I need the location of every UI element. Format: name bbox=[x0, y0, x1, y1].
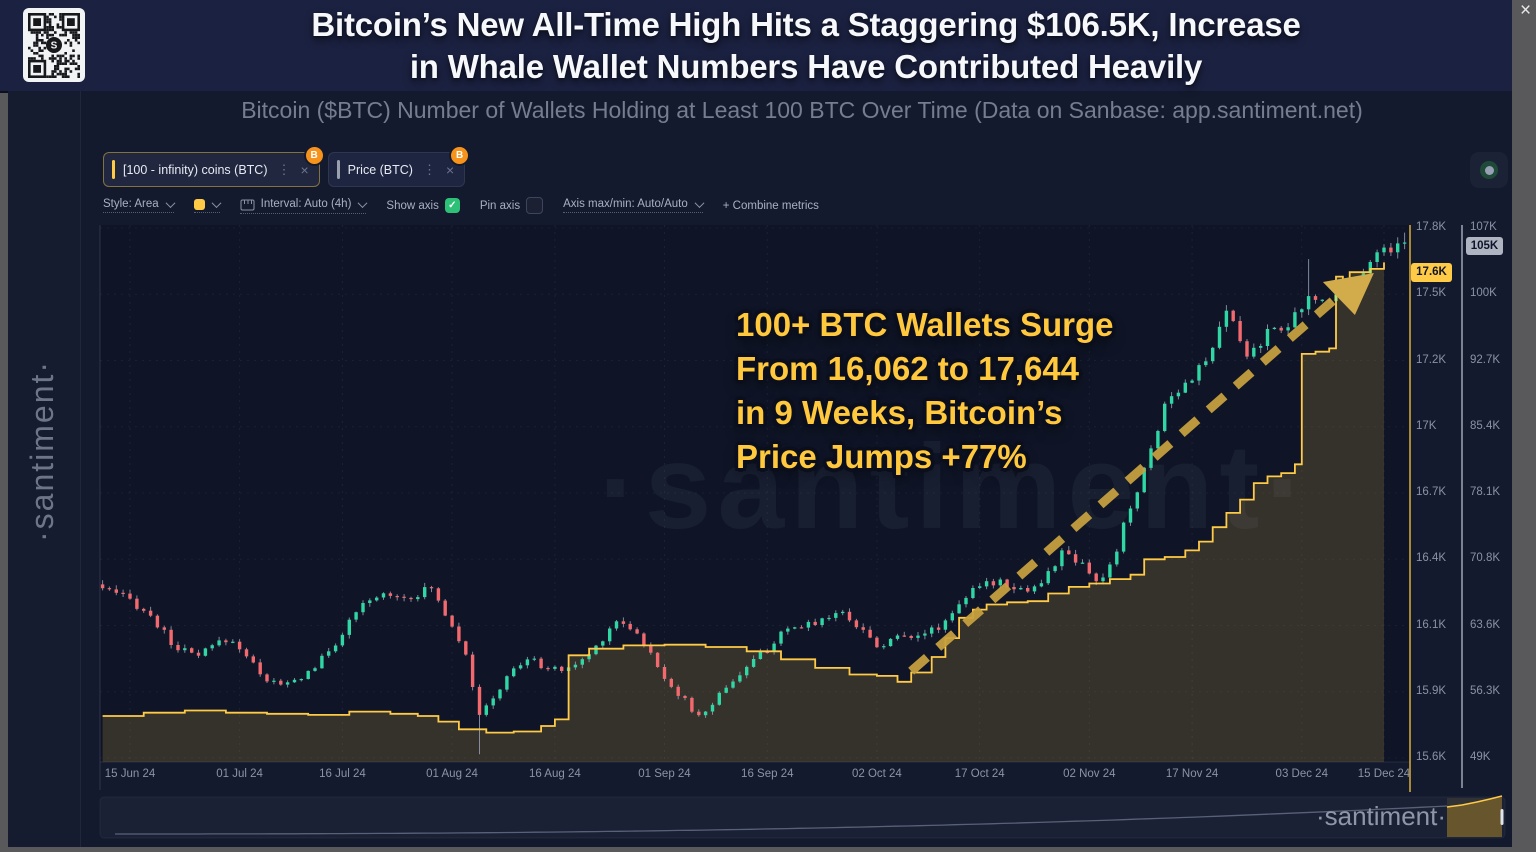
kebab-menu-icon[interactable]: ⋮ bbox=[277, 161, 291, 177]
axis-maxmin-label: Axis max/min: Auto/Auto bbox=[563, 198, 688, 210]
date-tick-label: 15 Jun 24 bbox=[104, 768, 156, 780]
date-tick-label: 02 Nov 24 bbox=[1063, 768, 1116, 780]
chevron-down-icon bbox=[357, 197, 368, 208]
show-axis-label: Show axis bbox=[386, 199, 439, 212]
page-title: Bitcoin’s New All-Time High Hits a Stagg… bbox=[106, 4, 1506, 88]
kebab-menu-icon[interactable]: ⋮ bbox=[422, 161, 436, 177]
headline-line-2: in Whale Wallet Numbers Have Contributed… bbox=[409, 48, 1203, 85]
annotation-line: From 16,062 to 17,644 bbox=[736, 350, 1080, 387]
left-rail bbox=[8, 91, 81, 847]
record-ring-icon bbox=[1480, 161, 1498, 179]
wallet-tick-label: 17.8K bbox=[1416, 221, 1447, 233]
btc-badge-icon: B bbox=[303, 145, 325, 166]
chevron-down-icon bbox=[165, 197, 176, 208]
annotation-line: Price Jumps +77% bbox=[736, 438, 1027, 475]
wallet-tick-label: 17K bbox=[1416, 419, 1437, 432]
show-axis-checkbox[interactable]: ✓ bbox=[444, 198, 460, 213]
annotation-line: in 9 Weeks, Bitcoin’s bbox=[736, 394, 1063, 431]
price-tick-label: 63.6K bbox=[1470, 618, 1501, 631]
metric-accent-bar bbox=[336, 160, 340, 179]
chevron-down-icon bbox=[694, 197, 705, 208]
close-icon[interactable]: × bbox=[1519, 0, 1532, 21]
wallet-axis-badge: 17.6K bbox=[1411, 262, 1452, 282]
price-tick-label: 70.8K bbox=[1470, 552, 1501, 565]
chart-subtitle: Bitcoin ($BTC) Number of Wallets Holding… bbox=[241, 97, 1363, 123]
style-dropdown[interactable]: Style: Area bbox=[103, 197, 176, 213]
record-dot-icon bbox=[1484, 165, 1494, 175]
record-button[interactable] bbox=[1470, 152, 1508, 188]
wallet-tick-label: 17.2K bbox=[1416, 353, 1447, 366]
chart-toolbar: Style: Area Interval: Auto (4h) Show axi… bbox=[103, 197, 819, 214]
date-tick-label: 02 Oct 24 bbox=[851, 768, 902, 780]
date-tick-label: 03 Dec 24 bbox=[1275, 768, 1328, 780]
price-tick-label: 92.7K bbox=[1470, 353, 1501, 366]
interval-dropdown-label: Interval: Auto (4h) bbox=[260, 198, 352, 210]
pin-axis-checkbox[interactable] bbox=[526, 197, 544, 214]
date-tick-label: 16 Aug 24 bbox=[528, 768, 581, 780]
interval-icon bbox=[240, 199, 255, 210]
btc-badge-icon: B bbox=[449, 145, 471, 166]
metric-chip-label: Price (BTC) bbox=[347, 162, 413, 177]
date-tick-label: 17 Oct 24 bbox=[954, 768, 1005, 780]
metric-accent-bar bbox=[112, 160, 115, 179]
pin-axis-toggle[interactable]: Pin axis bbox=[479, 197, 544, 214]
wallet-tick-label: 16.7K bbox=[1416, 486, 1447, 498]
wallet-tick-label: 15.9K bbox=[1416, 684, 1447, 697]
date-tick-label: 01 Jul 24 bbox=[216, 768, 263, 780]
metric-color-swatch[interactable] bbox=[193, 198, 205, 210]
minimap-watermark: ·santiment· bbox=[1315, 801, 1446, 831]
axis-maxmin-dropdown[interactable]: Axis max/min: Auto/Auto bbox=[563, 197, 705, 213]
price-tick-label: 85.4K bbox=[1470, 419, 1501, 432]
metric-chip-label: [100 - infinity) coins (BTC) bbox=[123, 162, 268, 177]
date-tick-label: 15 Dec 24 bbox=[1357, 768, 1411, 780]
date-tick-label: 16 Jul 24 bbox=[319, 768, 366, 780]
price-tick-label: 78.1K bbox=[1470, 486, 1501, 498]
color-swatch-dropdown[interactable] bbox=[193, 197, 222, 213]
remove-metric-icon[interactable]: × bbox=[445, 161, 455, 178]
combine-metrics-label: + Combine metrics bbox=[722, 199, 819, 212]
headline-line-1: Bitcoin’s New All-Time High Hits a Stagg… bbox=[311, 6, 1301, 43]
chevron-down-icon bbox=[211, 197, 222, 208]
wallet-tick-label: 16.1K bbox=[1416, 618, 1447, 631]
metric-chip-price[interactable]: Price (BTC) ⋮ × B bbox=[327, 145, 471, 187]
price-tick-label: 100K bbox=[1470, 287, 1497, 300]
date-tick-label: 01 Sep 24 bbox=[638, 768, 691, 780]
remove-metric-icon[interactable]: × bbox=[300, 161, 309, 178]
date-tick-label: 16 Sep 24 bbox=[741, 768, 794, 780]
style-dropdown-label: Style: Area bbox=[103, 198, 159, 210]
show-axis-toggle[interactable]: Show axis ✓ bbox=[386, 198, 460, 213]
metric-chips: [100 - infinity) coins (BTC) ⋮ × B Price… bbox=[103, 145, 471, 187]
annotation-line: 100+ BTC Wallets Surge bbox=[736, 306, 1114, 343]
pin-axis-label: Pin axis bbox=[479, 199, 521, 212]
price-tick-label: 56.3K bbox=[1470, 684, 1501, 697]
price-axis-badge: 105K bbox=[1466, 237, 1503, 256]
annotation-callout: 100+ BTC Wallets Surge From 16,062 to 17… bbox=[736, 303, 1216, 479]
left-watermark: ·santiment· bbox=[24, 359, 60, 542]
wallet-tick-label: 16.4K bbox=[1416, 552, 1447, 565]
combine-metrics-button[interactable]: + Combine metrics bbox=[723, 200, 819, 212]
price-tick-label: 49K bbox=[1470, 751, 1491, 763]
wallet-tick-label: 15.6K bbox=[1416, 751, 1447, 763]
date-tick-label: 01 Aug 24 bbox=[426, 768, 478, 780]
qr-code: S bbox=[23, 8, 85, 82]
svg-text:S: S bbox=[51, 41, 58, 52]
metric-chip-wallets[interactable]: [100 - infinity) coins (BTC) ⋮ × B bbox=[103, 145, 325, 187]
price-tick-label: 107K bbox=[1470, 221, 1497, 233]
interval-dropdown[interactable]: Interval: Auto (4h) bbox=[239, 197, 368, 214]
wallet-tick-label: 17.5K bbox=[1416, 287, 1447, 300]
date-tick-label: 17 Nov 24 bbox=[1165, 768, 1219, 780]
